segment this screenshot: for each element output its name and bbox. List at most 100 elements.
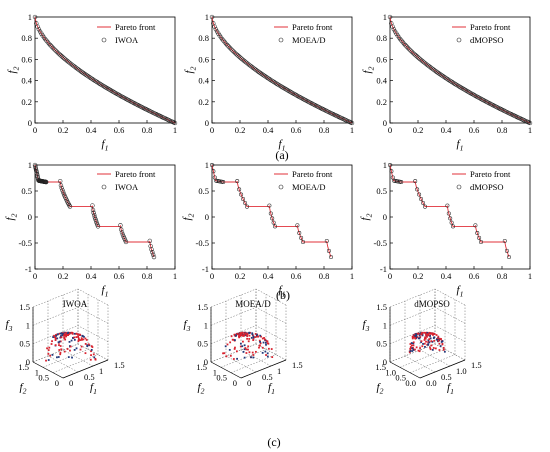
solution-point — [265, 340, 268, 342]
solution-point — [461, 86, 466, 92]
solution-point — [255, 334, 258, 337]
solution-point — [52, 47, 57, 52]
solution-point — [75, 336, 78, 338]
solution-point — [233, 334, 236, 337]
y-axis-label: f2 — [183, 66, 197, 73]
y-axis-label: f2 — [361, 66, 375, 73]
solution-point — [408, 48, 413, 53]
chart-a-2: 0 0.2 0.4 0.6 0.8 1 0 0.2 0.4 0.6 0.8 1 f1 f2 Pareto f… — [183, 12, 355, 152]
solution-point — [235, 350, 238, 353]
grid-line — [255, 325, 287, 342]
solution-point — [436, 338, 439, 341]
solution-point — [67, 356, 70, 359]
solution-point — [248, 332, 250, 334]
x-tick-label: 0.2 — [235, 125, 246, 135]
svg-text:f1: f1 — [457, 284, 464, 298]
solution-point — [426, 333, 429, 336]
solution-point — [103, 85, 108, 90]
solution-point — [246, 333, 249, 336]
svg-text:f3: f3 — [363, 319, 370, 333]
y-tick-label: 1 — [383, 12, 387, 22]
grid-line — [230, 354, 277, 373]
y-tick-label: -0.5 — [196, 238, 209, 248]
solution-point — [45, 359, 47, 362]
f2-tick-label: 1.5 — [196, 362, 207, 372]
solution-point — [261, 346, 264, 349]
y-tick-label: -1 — [202, 264, 209, 274]
grid-line — [47, 355, 79, 373]
y-tick-label: 1 — [28, 12, 32, 22]
solution-point — [119, 227, 124, 232]
solution-point — [61, 55, 66, 60]
solution-point — [251, 351, 254, 354]
solution-point — [412, 342, 415, 345]
x-axis-label: f1 — [268, 382, 275, 396]
x-axis-label: f1 — [102, 138, 109, 152]
solution-point — [104, 85, 110, 91]
chart-a-1: 0 0.2 0.4 0.6 0.8 1 0 0.2 0.4 0.6 0.8 1 f1 f2 Pareto f… — [6, 12, 178, 152]
solution-point — [227, 45, 233, 51]
solution-point — [252, 354, 255, 356]
solution-point — [411, 350, 414, 352]
solution-point — [58, 349, 61, 351]
legend-label: IWOA — [115, 35, 139, 45]
grid-line — [389, 343, 436, 363]
x-tick-label: 0.2 — [413, 271, 424, 281]
f2-tick-label: 1.5 — [18, 362, 29, 372]
solution-point — [54, 344, 57, 347]
solution-point — [51, 353, 54, 356]
plot-frame — [389, 16, 531, 124]
solution-point — [432, 347, 435, 349]
solution-point — [90, 350, 92, 353]
solution-point — [477, 235, 482, 240]
solution-point — [80, 337, 83, 340]
solution-point — [233, 348, 236, 350]
solution-point — [271, 356, 274, 358]
solution-point — [209, 14, 215, 20]
solution-point — [252, 334, 254, 337]
y-axis-label: f2 — [4, 213, 18, 220]
solution-point — [416, 332, 419, 335]
solution-point — [235, 179, 240, 184]
x-axis-label: f1 — [279, 284, 286, 298]
solution-point — [247, 340, 250, 343]
solution-point — [65, 331, 67, 334]
solution-point — [79, 348, 82, 351]
solution-point — [221, 180, 226, 185]
f1-tick-label: 0.5 — [441, 372, 452, 382]
y-tick-label: 1 — [205, 12, 209, 22]
axis-f1 — [240, 359, 287, 379]
f2-tick-label: 1 — [35, 367, 39, 377]
solution-point — [270, 348, 273, 350]
x-tick-label: 0.8 — [319, 125, 330, 135]
solution-point — [426, 335, 428, 338]
solution-point — [231, 338, 234, 341]
grid-line — [77, 288, 109, 306]
solution-point — [279, 84, 284, 89]
solution-point — [215, 179, 220, 183]
y-tick-label: 0.8 — [198, 33, 209, 43]
panel-label-a: (a) — [275, 148, 288, 162]
solution-point — [425, 333, 427, 336]
solution-point — [395, 179, 399, 184]
legend-marker — [278, 184, 284, 190]
z-axis-label: f3 — [184, 319, 191, 333]
panel-label-c: (c) — [267, 435, 280, 449]
svg-text:f1: f1 — [279, 284, 286, 298]
solution-point — [420, 340, 423, 343]
grid-line — [434, 325, 466, 342]
x-tick-label: 0.4 — [86, 271, 97, 281]
x-tick-label: 0.4 — [441, 125, 452, 135]
solution-point — [224, 345, 227, 348]
solution-point — [420, 333, 423, 336]
solution-point — [247, 345, 250, 348]
solution-point — [211, 169, 216, 174]
solution-point — [72, 336, 74, 339]
solution-point — [392, 178, 397, 183]
solution-point — [281, 85, 287, 91]
svg-text:f1: f1 — [102, 138, 109, 152]
solution-point — [59, 332, 62, 335]
solution-point — [240, 332, 243, 334]
legend-label: Pareto front — [115, 169, 156, 179]
solution-point — [430, 340, 433, 343]
